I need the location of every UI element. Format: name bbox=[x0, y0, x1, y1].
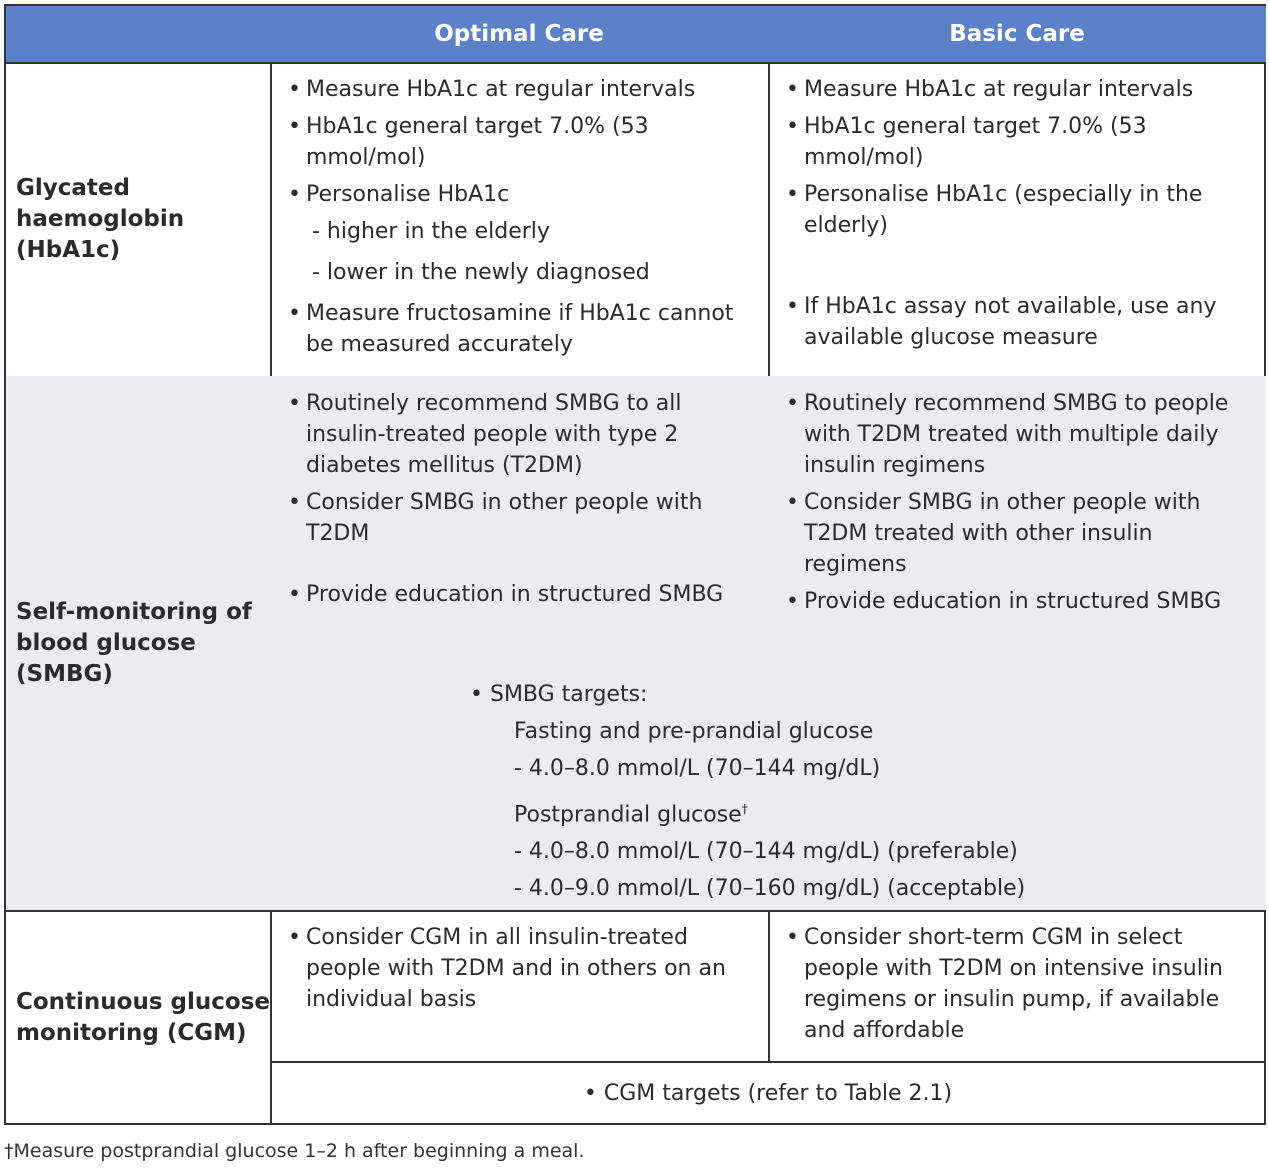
smbg-targets: • SMBG targets: Fasting and pre-prandial… bbox=[270, 664, 1266, 912]
list-item: Personalise HbA1c bbox=[288, 179, 752, 210]
list-item: Consider CGM in all insulin-treated peop… bbox=[288, 922, 752, 1015]
targets-title-text: SMBG targets: bbox=[489, 682, 648, 707]
monitoring-table: Optimal Care Basic Care Glycated haemogl… bbox=[4, 4, 1266, 1125]
list-item: Measure HbA1c at regular intervals bbox=[786, 74, 1250, 105]
list-item: Measure fructosamine if HbA1c cannot be … bbox=[288, 298, 752, 360]
hba1c-optimal: Measure HbA1c at regular intervals HbA1c… bbox=[270, 62, 770, 378]
cgm-targets: • CGM targets (refer to Table 2.1) bbox=[583, 1080, 953, 1106]
list-subitem: - lower in the newly diagnosed bbox=[312, 260, 650, 285]
list-item: Consider short-term CGM in select people… bbox=[786, 922, 1250, 1046]
postprandial-preferable: - 4.0–8.0 mmol/L (70–144 mg/dL) (prefera… bbox=[514, 839, 1018, 865]
fasting-range: - 4.0–8.0 mmol/L (70–144 mg/dL) bbox=[514, 756, 881, 781]
list-item: Provide education in structured SMBG bbox=[786, 586, 1250, 617]
footnote: †Measure postprandial glucose 1–2 h afte… bbox=[4, 1140, 585, 1162]
postprandial-acceptable: - 4.0–9.0 mmol/L (70–160 mg/dL) (accepta… bbox=[514, 876, 1026, 902]
label-text: Self-monitoring of blood glucose (SMBG) bbox=[16, 598, 252, 687]
list-item: Routinely recommend SMBG to all insulin-… bbox=[288, 388, 752, 481]
hba1c-basic: Measure HbA1c at regular intervals HbA1c… bbox=[768, 62, 1266, 378]
label-text: Continuous glucose monitoring (CGM) bbox=[16, 988, 270, 1046]
list-item: HbA1c general target 7.0% (53 mmol/mol) bbox=[288, 111, 752, 173]
postprandial-text: Postprandial glucose bbox=[514, 802, 742, 828]
row-label-smbg: Self-monitoring of blood glucose (SMBG) bbox=[6, 376, 272, 912]
postprandial-label: Postprandial glucose† bbox=[514, 791, 1266, 833]
smbg-optimal: Routinely recommend SMBG to all insulin-… bbox=[270, 376, 770, 666]
list-item: If HbA1c assay not available, use any av… bbox=[786, 291, 1250, 353]
row-label-hba1c: Glycated haemoglobin (HbA1c) bbox=[6, 62, 272, 378]
row-label-cgm: Continuous glucose monitoring (CGM) bbox=[6, 910, 272, 1125]
cgm-targets-text: CGM targets (refer to Table 2.1) bbox=[603, 1080, 953, 1106]
list-item: Consider SMBG in other people with T2DM … bbox=[786, 487, 1250, 580]
list-item: HbA1c general target 7.0% (53 mmol/mol) bbox=[786, 111, 1250, 173]
targets-title: • SMBG targets: bbox=[470, 682, 648, 707]
list-item: Measure HbA1c at regular intervals bbox=[288, 74, 752, 105]
cgm-basic: Consider short-term CGM in select people… bbox=[768, 910, 1266, 1063]
list-subitem: - higher in the elderly bbox=[312, 219, 550, 244]
smbg-basic: Routinely recommend SMBG to people with … bbox=[768, 376, 1266, 666]
cgm-optimal: Consider CGM in all insulin-treated peop… bbox=[270, 910, 770, 1063]
list-item: Consider SMBG in other people with T2DM bbox=[288, 487, 752, 549]
header-basic-care: Basic Care bbox=[768, 6, 1266, 64]
header-optimal-care: Optimal Care bbox=[270, 6, 770, 64]
fasting-label: Fasting and pre-prandial glucose bbox=[514, 719, 874, 744]
list-item: Personalise HbA1c (especially in the eld… bbox=[786, 179, 1250, 241]
dagger-mark: † bbox=[741, 802, 748, 816]
list-item: Routinely recommend SMBG to people with … bbox=[786, 388, 1250, 481]
label-text: Glycated haemoglobin (HbA1c) bbox=[16, 174, 185, 263]
header-empty bbox=[6, 6, 272, 64]
list-item: Provide education in structured SMBG bbox=[288, 579, 752, 610]
